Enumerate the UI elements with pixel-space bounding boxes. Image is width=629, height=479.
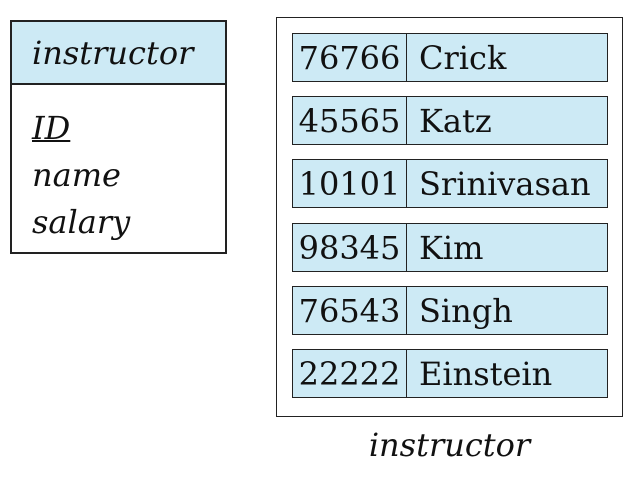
attribute-name: name [32,156,121,194]
table-row: 76543 Singh [292,286,608,335]
row-name: Srinivasan [419,164,591,203]
entity-set-box: 76766 Crick 45565 Katz 10101 Srinivasan … [276,17,623,417]
row-name: Singh [419,291,513,330]
attribute-id: ID [32,109,71,147]
entity-name: instructor [12,22,225,85]
row-name: Katz [419,101,492,140]
row-id: 76766 [293,34,407,81]
entity-attributes: ID name salary [12,85,225,246]
table-row: 76766 Crick [292,33,608,82]
entity-box: instructor ID name salary [10,20,227,254]
row-name: Einstein [419,354,553,393]
table-row: 45565 Katz [292,96,608,145]
row-name: Crick [419,38,507,77]
row-id: 98345 [293,224,407,271]
row-id: 22222 [293,350,407,397]
row-name: Kim [419,228,484,267]
table-row: 98345 Kim [292,223,608,272]
row-id: 45565 [293,97,407,144]
attribute-salary: salary [32,203,131,241]
row-id: 76543 [293,287,407,334]
row-id: 10101 [293,160,407,207]
entity-set-caption: instructor [368,426,531,464]
table-row: 22222 Einstein [292,349,608,398]
table-row: 10101 Srinivasan [292,159,608,208]
